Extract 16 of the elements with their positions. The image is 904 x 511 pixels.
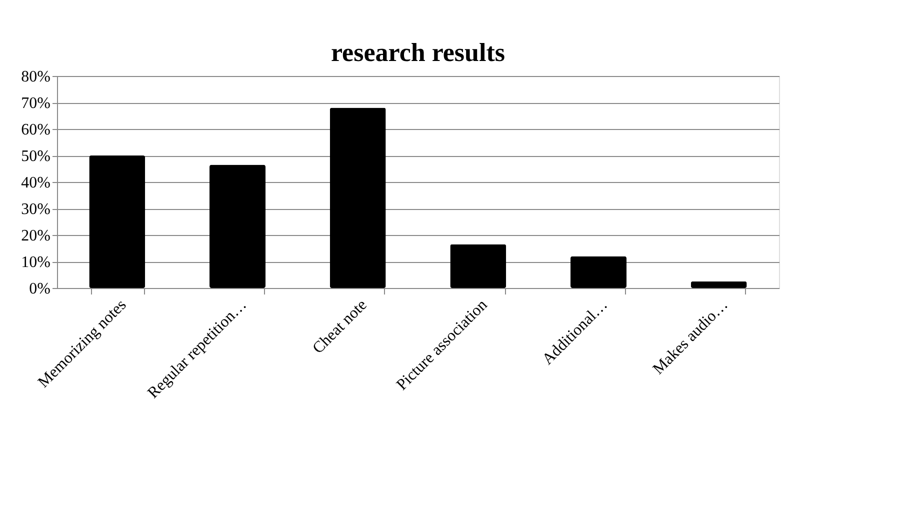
y-tick-label: 20% (21, 228, 50, 244)
y-tick-label: 30% (21, 201, 50, 218)
y-tick-label: 50% (21, 148, 50, 165)
y-tick-label: 10% (21, 254, 50, 271)
bar (330, 108, 386, 288)
y-tick-label: 60% (21, 122, 50, 138)
chart-title: research results (330, 38, 506, 67)
y-tick-label: 70% (21, 95, 50, 112)
y-tick-label: 40% (21, 174, 50, 192)
y-tick-label: 80% (21, 68, 50, 86)
bar (210, 164, 266, 288)
y-tick-label: 0% (29, 280, 50, 298)
bar (89, 156, 146, 288)
bar (570, 256, 626, 288)
bar (450, 244, 506, 288)
bar (690, 281, 747, 288)
